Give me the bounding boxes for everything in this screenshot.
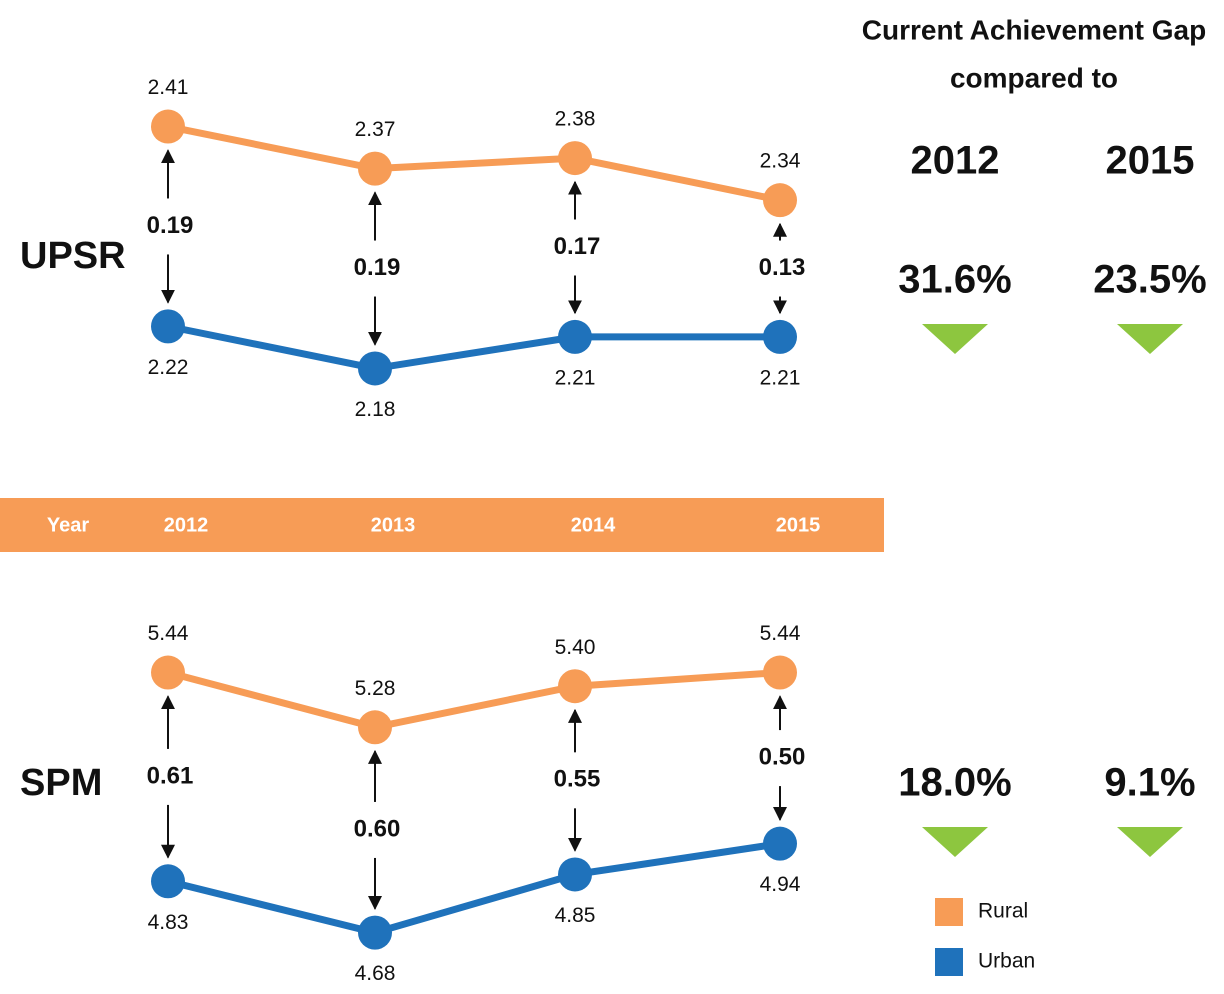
gap-label: 0.50	[759, 743, 806, 770]
series-line	[167, 123, 781, 204]
point	[558, 141, 592, 176]
legend-label: Rural	[978, 900, 1028, 923]
gap-label: 0.60	[354, 815, 401, 842]
legend-label: Urban	[978, 950, 1035, 973]
value-label: 4.68	[355, 962, 396, 985]
decrease-marker	[1117, 827, 1183, 857]
value-label: 5.44	[148, 622, 189, 645]
value-label: 5.40	[555, 636, 596, 659]
summary-column: 2012	[911, 139, 1000, 183]
gap-label: 0.55	[554, 766, 601, 793]
point	[151, 864, 185, 899]
value-label: 2.37	[355, 118, 396, 141]
value-label: 4.83	[148, 911, 189, 934]
value-label: 2.18	[355, 398, 396, 421]
decrease-marker	[1117, 324, 1183, 354]
year-band	[0, 498, 884, 552]
point	[763, 655, 797, 690]
point	[558, 857, 592, 892]
gap-label: 0.19	[354, 254, 401, 281]
value-label: 5.44	[760, 622, 801, 645]
x-tick-label: 2012	[164, 514, 209, 536]
legend-swatch	[935, 898, 963, 926]
year-band-label: Year	[47, 514, 89, 536]
value-label: 4.85	[555, 904, 596, 927]
chart-title: UPSR	[20, 235, 126, 277]
point	[151, 309, 185, 344]
gap-label: 0.13	[759, 254, 806, 281]
gap-label: 0.17	[554, 233, 601, 260]
point	[358, 351, 392, 386]
point	[358, 151, 392, 186]
decrease-marker	[922, 827, 988, 857]
point	[358, 915, 392, 950]
series-line	[167, 322, 780, 373]
value-label: 2.22	[148, 356, 189, 379]
x-tick-label: 2013	[371, 514, 416, 536]
value-label: 2.41	[148, 76, 189, 99]
summary-title: Current Achievement Gap	[862, 14, 1206, 45]
point	[763, 826, 797, 861]
series-line	[167, 669, 781, 731]
summary-value: 9.1%	[1104, 761, 1195, 805]
value-label: 4.94	[760, 873, 801, 896]
value-label: 5.28	[355, 677, 396, 700]
series-line	[167, 840, 781, 937]
point	[558, 319, 592, 354]
summary-value: 18.0%	[898, 761, 1011, 805]
point	[558, 669, 592, 704]
decrease-marker	[922, 324, 988, 354]
chart-title: SPM	[20, 762, 102, 804]
x-tick-label: 2015	[776, 514, 821, 536]
summary-value: 31.6%	[898, 258, 1011, 302]
summary-value: 23.5%	[1093, 258, 1206, 302]
x-tick-label: 2014	[571, 514, 616, 536]
point	[151, 109, 185, 144]
value-label: 2.21	[555, 366, 596, 389]
point	[763, 319, 797, 354]
value-label: 2.21	[760, 366, 801, 389]
gap-label: 0.19	[147, 212, 194, 239]
value-label: 2.34	[760, 150, 801, 173]
gap-label: 0.61	[147, 762, 194, 789]
value-label: 2.38	[555, 108, 596, 131]
summary-title: compared to	[950, 62, 1118, 93]
legend-swatch	[935, 948, 963, 976]
point	[151, 655, 185, 690]
summary-column: 2015	[1106, 139, 1195, 183]
point	[358, 710, 392, 745]
point	[763, 183, 797, 218]
